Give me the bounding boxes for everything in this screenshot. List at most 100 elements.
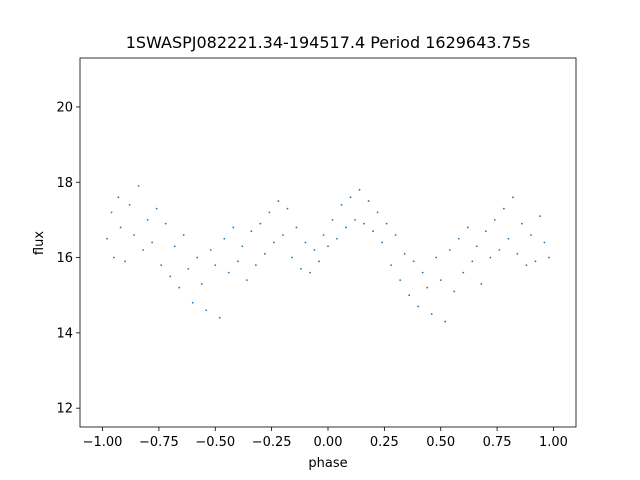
data-point — [112, 256, 115, 259]
y-tick-label: 16 — [56, 251, 73, 266]
data-point — [394, 234, 397, 236]
x-axis-ticks: −1.00 −0.75 −0.50 −0.25 0.00 0.25 0.50 0.75 1.00 — [83, 427, 568, 450]
data-point — [124, 260, 126, 263]
x-tick-label: 1.00 — [539, 435, 568, 450]
plot-frame — [79, 57, 577, 428]
data-point — [349, 196, 352, 199]
data-point — [137, 185, 140, 187]
data-point — [403, 252, 406, 255]
data-point — [196, 256, 199, 259]
scatter-points — [106, 185, 550, 323]
data-point — [520, 222, 523, 225]
data-point — [430, 313, 433, 315]
data-point — [254, 264, 257, 266]
data-point — [250, 230, 253, 233]
data-point — [475, 245, 478, 248]
data-point — [354, 219, 356, 221]
y-tick-label: 20 — [56, 100, 73, 115]
data-point — [345, 226, 347, 229]
data-point — [417, 305, 420, 308]
data-point — [331, 219, 334, 221]
data-point — [282, 234, 284, 236]
y-tick-label: 12 — [56, 402, 73, 417]
data-point — [291, 256, 293, 259]
data-point — [372, 230, 374, 233]
data-point — [191, 301, 194, 304]
data-point — [209, 249, 212, 251]
data-point — [313, 249, 316, 251]
data-point — [117, 196, 120, 199]
data-point — [376, 211, 379, 214]
data-point — [218, 316, 221, 319]
data-point — [142, 249, 145, 251]
data-point — [408, 294, 411, 297]
data-point — [381, 241, 384, 244]
data-point — [457, 237, 460, 240]
x-tick-label: −1.00 — [83, 435, 123, 450]
data-point — [263, 252, 266, 255]
data-point — [259, 222, 262, 225]
data-point — [525, 264, 528, 266]
data-point — [358, 188, 361, 191]
data-point — [421, 271, 424, 274]
x-tick-label: −0.50 — [195, 435, 235, 450]
data-point — [327, 245, 329, 248]
data-point — [367, 200, 370, 202]
data-point — [245, 279, 248, 282]
data-point — [340, 203, 343, 206]
data-point — [268, 211, 271, 214]
data-point — [511, 196, 514, 199]
data-point — [493, 219, 496, 221]
data-point — [133, 234, 136, 236]
data-point — [543, 241, 546, 244]
data-point — [502, 207, 505, 210]
data-point — [128, 203, 131, 206]
data-point — [480, 283, 483, 285]
data-point — [232, 226, 235, 229]
data-point — [453, 290, 456, 293]
x-tick-label: −0.25 — [252, 435, 292, 450]
data-point — [151, 241, 154, 244]
data-point — [241, 245, 244, 248]
data-point — [462, 271, 465, 274]
data-point — [155, 207, 158, 210]
data-point — [426, 286, 429, 289]
data-point — [160, 264, 163, 266]
data-point — [214, 264, 217, 266]
data-point — [534, 260, 537, 263]
data-point — [336, 237, 338, 240]
y-tick-label: 18 — [56, 176, 73, 191]
data-point — [178, 286, 181, 289]
data-point — [322, 234, 325, 236]
chart-title: 1SWASPJ082221.34-194517.4 Period 1629643… — [126, 33, 531, 52]
y-axis-label: flux — [32, 231, 47, 255]
data-point — [435, 256, 438, 259]
data-point — [106, 237, 108, 240]
data-point — [309, 271, 311, 274]
data-point — [444, 320, 447, 323]
data-point — [530, 234, 532, 236]
data-point — [272, 241, 275, 244]
data-point — [164, 222, 167, 225]
data-point — [484, 230, 487, 233]
data-point — [300, 267, 302, 270]
data-point — [363, 222, 365, 225]
data-point — [295, 226, 298, 229]
data-point — [318, 260, 320, 263]
data-point — [277, 200, 280, 202]
data-point — [173, 245, 176, 248]
data-point — [548, 256, 550, 259]
data-point — [412, 260, 415, 263]
data-point — [507, 237, 510, 240]
data-point — [471, 260, 474, 263]
data-point — [146, 219, 149, 221]
data-point — [169, 275, 172, 278]
data-point — [205, 309, 208, 312]
data-point — [227, 271, 230, 274]
data-point — [385, 222, 388, 225]
data-point — [466, 226, 469, 229]
data-point — [498, 249, 501, 251]
data-point — [439, 279, 442, 282]
data-point — [187, 267, 190, 270]
data-point — [286, 207, 289, 210]
